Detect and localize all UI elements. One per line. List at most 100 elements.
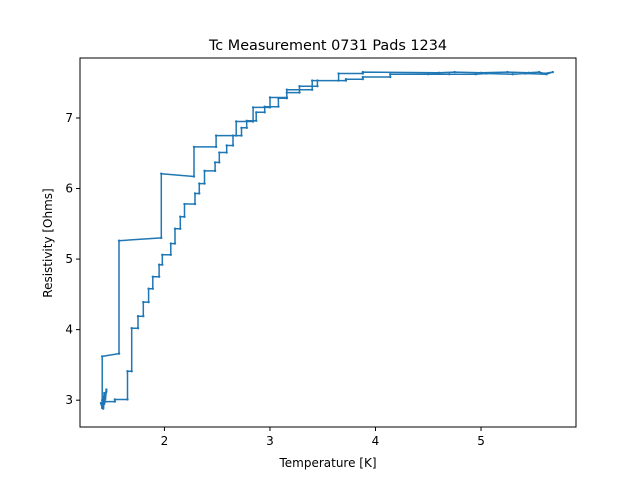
data-point bbox=[298, 85, 301, 88]
x-tick-label: 2 bbox=[161, 434, 169, 448]
data-point bbox=[361, 70, 365, 74]
data-point bbox=[285, 88, 289, 91]
data-point bbox=[310, 79, 314, 82]
data-point bbox=[136, 315, 140, 318]
data-point bbox=[103, 391, 106, 395]
data-point bbox=[198, 182, 201, 185]
data-point bbox=[151, 287, 155, 290]
x-tick-label: 5 bbox=[477, 434, 485, 448]
data-point bbox=[142, 315, 145, 318]
data-point bbox=[277, 97, 280, 100]
data-point bbox=[361, 75, 365, 79]
data-point bbox=[136, 327, 140, 330]
data-point bbox=[218, 161, 221, 164]
data-point bbox=[263, 111, 266, 114]
data-point bbox=[543, 72, 546, 75]
data-point bbox=[545, 73, 548, 76]
data-point bbox=[160, 172, 163, 175]
data-point bbox=[173, 227, 177, 230]
data-point bbox=[213, 161, 217, 164]
data-point bbox=[147, 300, 150, 304]
data-point bbox=[130, 370, 133, 373]
data-point bbox=[203, 169, 206, 173]
data-point bbox=[474, 73, 477, 76]
data-point bbox=[245, 119, 248, 122]
data-point bbox=[160, 236, 163, 240]
data-point bbox=[130, 327, 133, 330]
data-point bbox=[537, 70, 541, 74]
data-point bbox=[102, 401, 105, 404]
data-point bbox=[361, 77, 365, 81]
data-point bbox=[337, 79, 340, 82]
data-point bbox=[142, 300, 145, 304]
x-axis-label: Temperature [K] bbox=[278, 456, 376, 470]
x-tick-label: 3 bbox=[266, 434, 274, 448]
data-point bbox=[169, 253, 172, 257]
data-point bbox=[192, 145, 196, 149]
data-point bbox=[448, 73, 451, 76]
data-point bbox=[231, 144, 235, 147]
data-point bbox=[337, 72, 340, 75]
data-point bbox=[193, 192, 197, 195]
data-point bbox=[263, 105, 266, 108]
data-point bbox=[105, 388, 108, 391]
data-point bbox=[240, 134, 243, 137]
data-point bbox=[157, 263, 161, 266]
data-point bbox=[268, 106, 272, 109]
data-point bbox=[100, 398, 104, 402]
data-point bbox=[485, 72, 488, 75]
y-tick-label: 7 bbox=[65, 111, 73, 125]
data-point bbox=[179, 215, 182, 218]
series-layer bbox=[99, 70, 554, 410]
chart-title: Tc Measurement 0731 Pads 1234 bbox=[208, 38, 447, 54]
data-point bbox=[104, 397, 107, 400]
data-point bbox=[251, 106, 255, 109]
data-point bbox=[231, 134, 235, 137]
data-point bbox=[179, 227, 182, 230]
data-point bbox=[151, 275, 155, 278]
data-point bbox=[126, 370, 129, 373]
data-point bbox=[157, 275, 161, 278]
data-point bbox=[316, 79, 319, 82]
data-point bbox=[389, 75, 392, 79]
data-point bbox=[277, 105, 280, 108]
data-point bbox=[506, 70, 509, 74]
data-point bbox=[240, 126, 243, 130]
data-point bbox=[527, 71, 530, 75]
x-tick-label: 4 bbox=[372, 434, 380, 448]
data-point bbox=[192, 175, 196, 178]
data-point bbox=[100, 355, 104, 358]
data-point bbox=[213, 169, 217, 173]
data-point bbox=[225, 144, 228, 147]
data-point bbox=[437, 71, 441, 75]
data-point bbox=[511, 73, 514, 76]
data-point bbox=[245, 126, 248, 130]
data-point bbox=[113, 400, 117, 403]
y-axis-label: Resistivity [Ohms] bbox=[41, 188, 55, 297]
data-point bbox=[389, 73, 392, 76]
plot-frame bbox=[79, 57, 577, 428]
y-tick-label: 4 bbox=[65, 323, 73, 337]
y-tick-label: 3 bbox=[65, 393, 73, 407]
y-tick-label: 5 bbox=[65, 252, 73, 266]
data-point bbox=[285, 97, 289, 100]
data-point bbox=[298, 91, 301, 94]
data-point bbox=[524, 72, 527, 75]
data-point bbox=[198, 192, 201, 195]
y-tick-label: 6 bbox=[65, 182, 73, 196]
data-point bbox=[218, 151, 221, 154]
data-point bbox=[344, 79, 348, 82]
data-point bbox=[183, 202, 186, 206]
data-point bbox=[234, 134, 238, 137]
data-point bbox=[183, 215, 186, 218]
data-point bbox=[427, 73, 430, 76]
data-point bbox=[225, 151, 228, 154]
data-point bbox=[103, 395, 106, 398]
axis-ticks: 2 3 4 5 3 4 5 6 7 bbox=[65, 111, 484, 448]
data-point bbox=[316, 85, 319, 88]
data-point bbox=[251, 120, 255, 123]
data-point bbox=[161, 263, 164, 266]
data-point bbox=[285, 91, 289, 94]
